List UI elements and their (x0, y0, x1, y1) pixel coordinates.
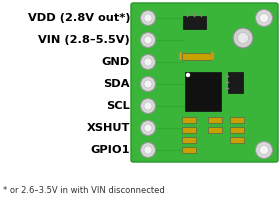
Bar (211, 52, 214, 60)
FancyBboxPatch shape (230, 117, 244, 123)
Circle shape (144, 14, 152, 22)
FancyBboxPatch shape (230, 137, 244, 143)
Circle shape (144, 80, 152, 88)
Circle shape (186, 73, 190, 76)
FancyBboxPatch shape (227, 72, 242, 92)
FancyBboxPatch shape (131, 3, 278, 162)
FancyBboxPatch shape (230, 127, 244, 133)
FancyBboxPatch shape (182, 127, 196, 133)
Circle shape (144, 36, 152, 44)
Circle shape (141, 76, 155, 92)
Text: SDA: SDA (104, 79, 130, 89)
Circle shape (141, 142, 155, 158)
Text: GPIO1: GPIO1 (90, 145, 130, 155)
Text: VDD (2.8V out*): VDD (2.8V out*) (27, 13, 130, 23)
Text: VIN (2.8–5.5V): VIN (2.8–5.5V) (38, 35, 130, 45)
FancyBboxPatch shape (182, 117, 196, 123)
Circle shape (237, 32, 249, 44)
Circle shape (144, 58, 152, 66)
FancyBboxPatch shape (208, 127, 222, 133)
Circle shape (141, 120, 155, 136)
FancyBboxPatch shape (185, 72, 221, 110)
Circle shape (260, 14, 269, 22)
FancyBboxPatch shape (183, 16, 206, 28)
Circle shape (144, 146, 152, 154)
Circle shape (144, 124, 152, 132)
Circle shape (255, 9, 272, 26)
Text: XSHUT: XSHUT (87, 123, 130, 133)
Text: * or 2.6–3.5V in with VIN disconnected: * or 2.6–3.5V in with VIN disconnected (3, 186, 165, 195)
Circle shape (260, 146, 269, 154)
Circle shape (141, 10, 155, 25)
FancyBboxPatch shape (182, 147, 196, 153)
Circle shape (144, 102, 152, 110)
Bar (179, 52, 182, 60)
Text: SCL: SCL (106, 101, 130, 111)
Circle shape (233, 28, 253, 48)
Circle shape (141, 98, 155, 114)
Circle shape (141, 54, 155, 70)
FancyBboxPatch shape (208, 117, 222, 123)
FancyBboxPatch shape (182, 137, 196, 143)
FancyBboxPatch shape (181, 52, 211, 60)
Circle shape (141, 32, 155, 47)
Text: GND: GND (102, 57, 130, 67)
Circle shape (255, 142, 272, 158)
